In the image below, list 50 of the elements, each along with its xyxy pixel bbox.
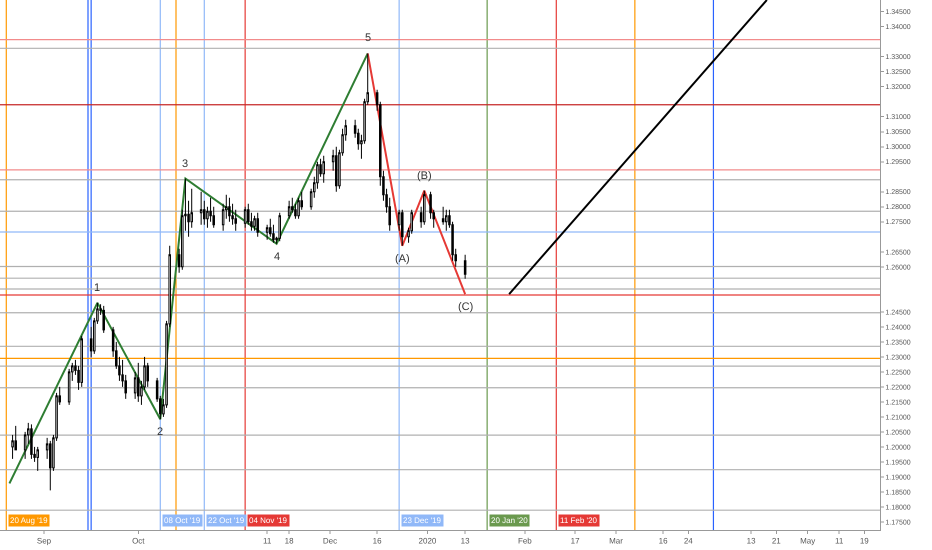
- x-tick-label: 11: [834, 536, 844, 546]
- ref-line-label: 23 Dec '19: [403, 516, 442, 525]
- candlestick: [36, 446, 39, 472]
- x-tick-label: May: [800, 536, 816, 546]
- ref-line-label: 20 Jan '20: [491, 516, 528, 525]
- candlestick: [464, 254, 466, 280]
- candlestick: [102, 305, 105, 334]
- ref-line-label: 11 Feb '20: [560, 516, 598, 525]
- annotation: 3: [182, 158, 188, 170]
- candlestick: [288, 200, 290, 220]
- annotation: 4: [274, 251, 280, 263]
- candlestick: [137, 362, 140, 402]
- x-tick-label: 16: [372, 536, 382, 546]
- x-tick-label: Oct: [132, 536, 146, 546]
- ref-line-label: 20 Aug '19: [10, 516, 48, 525]
- x-tick-label: 19: [860, 536, 870, 546]
- annotation: 2: [157, 426, 164, 438]
- candlestick: [256, 212, 259, 238]
- x-tick-label: 11: [262, 536, 272, 546]
- x-tick-label: Mar: [609, 536, 624, 546]
- x-tick-label: 24: [684, 536, 694, 546]
- candlestick: [445, 209, 448, 232]
- candlestick: [228, 197, 231, 222]
- ref-line-label: 04 Nov '19: [249, 516, 288, 525]
- line-series: [8, 52, 369, 484]
- x-tick-label: 13: [746, 536, 756, 546]
- candlestick: [335, 146, 338, 192]
- annotation: (B): [417, 170, 432, 182]
- x-tick-label: 16: [658, 536, 668, 546]
- x-tick-label: 17: [570, 536, 580, 546]
- candlestick: [80, 335, 83, 388]
- candlestick: [278, 212, 281, 242]
- x-tick-label: Feb: [518, 536, 532, 546]
- annotation: (A): [395, 253, 410, 265]
- x-tick-label: 18: [284, 536, 294, 546]
- x-tick-label: Dec: [322, 536, 338, 546]
- candlestick: [423, 190, 426, 226]
- x-tick-label: 2020: [418, 536, 437, 546]
- candlestick: [200, 191, 202, 226]
- annotation: 1: [94, 282, 100, 294]
- candlestick: [322, 155, 325, 184]
- ref-line-label: 22 Oct '19: [208, 516, 245, 525]
- ref-line-label: 08 Oct '19: [164, 516, 201, 525]
- x-tick-label: 13: [460, 536, 470, 546]
- x-tick-label: Sep: [36, 536, 52, 546]
- candlestick: [401, 209, 404, 246]
- candlestick: [30, 424, 33, 460]
- candlestick: [244, 206, 246, 228]
- x-tick-label: 21: [772, 536, 782, 546]
- annotation: (C): [458, 301, 474, 313]
